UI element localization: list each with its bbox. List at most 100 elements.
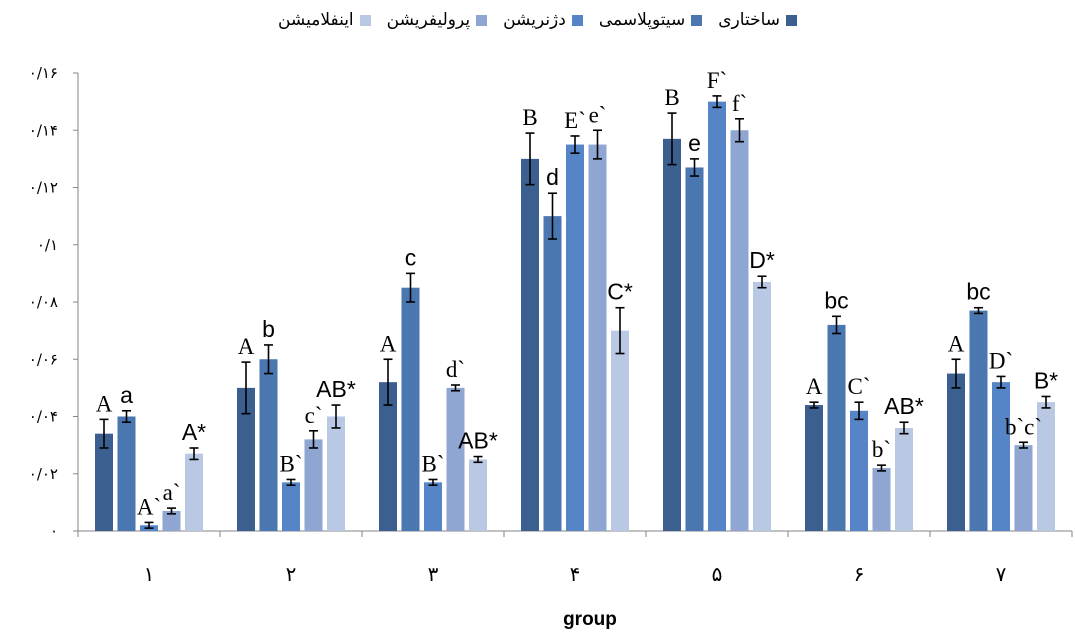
chart-bars [95, 101, 1055, 531]
bar-data-label: d` [446, 357, 465, 382]
y-tick-label: ۰/۱۲ [29, 179, 58, 197]
bar-data-label: B [522, 105, 537, 130]
bar [282, 482, 300, 531]
bar [566, 144, 584, 531]
chart-error-bars [99, 95, 1051, 529]
legend-label: پرولیفریشن [386, 10, 471, 30]
bar [95, 433, 113, 531]
bar [1014, 445, 1033, 531]
bar [401, 287, 420, 531]
bar [185, 453, 203, 531]
bar-data-label: d [546, 164, 559, 190]
legend-item-1: ساختاری [718, 10, 798, 30]
bar-data-label: b`c` [1005, 414, 1042, 439]
chart-legend: ساختاری سیتوپلاسمی دژنریشن پرولیفریشن اینفلا… [0, 6, 1075, 34]
bar-data-label: b` [872, 437, 891, 462]
bar [611, 330, 629, 531]
legend-item-4: پرولیفریشن [386, 10, 488, 30]
legend-item-2: سیتوپلاسمی [598, 10, 703, 30]
bar [304, 439, 323, 531]
bar [685, 167, 704, 531]
bar-data-label: e [688, 130, 701, 156]
legend-label: دژنریشن [503, 10, 566, 30]
bar [424, 482, 442, 531]
x-tick-label: ۴ [570, 562, 581, 586]
bar-data-label: bc [824, 287, 848, 313]
bar [117, 416, 136, 531]
bar [895, 427, 913, 531]
bar-data-label: B [664, 85, 679, 110]
bar [827, 324, 846, 531]
y-tick-label: ۰/۱ [37, 236, 58, 254]
x-tick-label: ۱ [144, 562, 155, 586]
bar-data-label: a [120, 382, 133, 408]
bar-data-label: e` [589, 102, 607, 127]
y-tick-label: ۰/۰۸ [29, 293, 58, 311]
bar [850, 410, 868, 531]
bar [446, 387, 465, 531]
legend-item-3: دژنریشن [503, 10, 583, 30]
legend-label: اینفلامیشن [277, 10, 354, 30]
bar [805, 405, 823, 531]
x-tick-label: ۶ [854, 562, 865, 586]
bar-data-label: A [96, 391, 113, 416]
legend-swatch [691, 14, 703, 26]
y-tick-label: ۰/۱۶ [29, 64, 58, 82]
bar [521, 158, 539, 531]
bar-data-label: B` [422, 451, 445, 476]
bar-data-label: c [405, 244, 417, 270]
x-tick-label: ۲ [286, 562, 297, 586]
bar [753, 281, 771, 531]
bar-data-label: D* [749, 247, 775, 273]
bar-data-label: f` [732, 91, 747, 116]
bar [379, 382, 397, 531]
bar-data-label: C* [607, 279, 633, 305]
bar [708, 101, 726, 531]
bar-data-label: A* [182, 419, 206, 445]
bar-data-label: E` [564, 108, 586, 133]
legend-label: سیتوپلاسمی [598, 10, 686, 30]
bar [259, 359, 278, 531]
bar-data-label: A [948, 331, 965, 356]
bar [543, 216, 562, 531]
legend-label: ساختاری [718, 10, 781, 30]
bar-data-label: C` [848, 374, 871, 399]
bar [469, 459, 487, 531]
x-axis-title: group [563, 609, 617, 630]
bar-data-label: bc [966, 279, 990, 305]
x-tick-label: ۳ [428, 562, 439, 586]
y-tick-label: ۰/۰۲ [29, 465, 58, 483]
bar [237, 387, 255, 531]
bar [992, 382, 1010, 531]
bar-data-label: A` [137, 494, 161, 519]
legend-swatch [476, 14, 488, 26]
legend-swatch [359, 14, 371, 26]
bar [947, 373, 965, 531]
y-tick-label: ۰/۰۴ [29, 408, 58, 426]
bar [872, 468, 891, 531]
legend-item-5: اینفلامیشن [278, 10, 371, 30]
bar-data-label: A [380, 331, 397, 356]
bar [663, 138, 681, 531]
bar-data-label: AB* [884, 393, 924, 419]
bar-data-label: c` [305, 403, 323, 428]
y-tick-label: ۰/۱۴ [29, 121, 58, 139]
bar [1037, 402, 1055, 531]
bar-data-label: b [262, 316, 275, 342]
bar [327, 416, 345, 531]
x-tick-label: ۷ [996, 562, 1007, 586]
bar-data-label: A [806, 374, 823, 399]
bar [730, 130, 749, 531]
bar-data-label: B* [1034, 367, 1058, 393]
bar-data-label: AB* [458, 428, 498, 454]
y-tick-label: ۰/۰۶ [29, 350, 58, 368]
bar-data-label: a` [163, 480, 181, 505]
legend-swatch [786, 14, 798, 26]
bar-data-label: B` [280, 451, 303, 476]
bar [162, 510, 181, 531]
legend-swatch [571, 14, 583, 26]
y-tick-label: ۰ [50, 522, 58, 540]
bar-data-label: A [238, 334, 255, 359]
